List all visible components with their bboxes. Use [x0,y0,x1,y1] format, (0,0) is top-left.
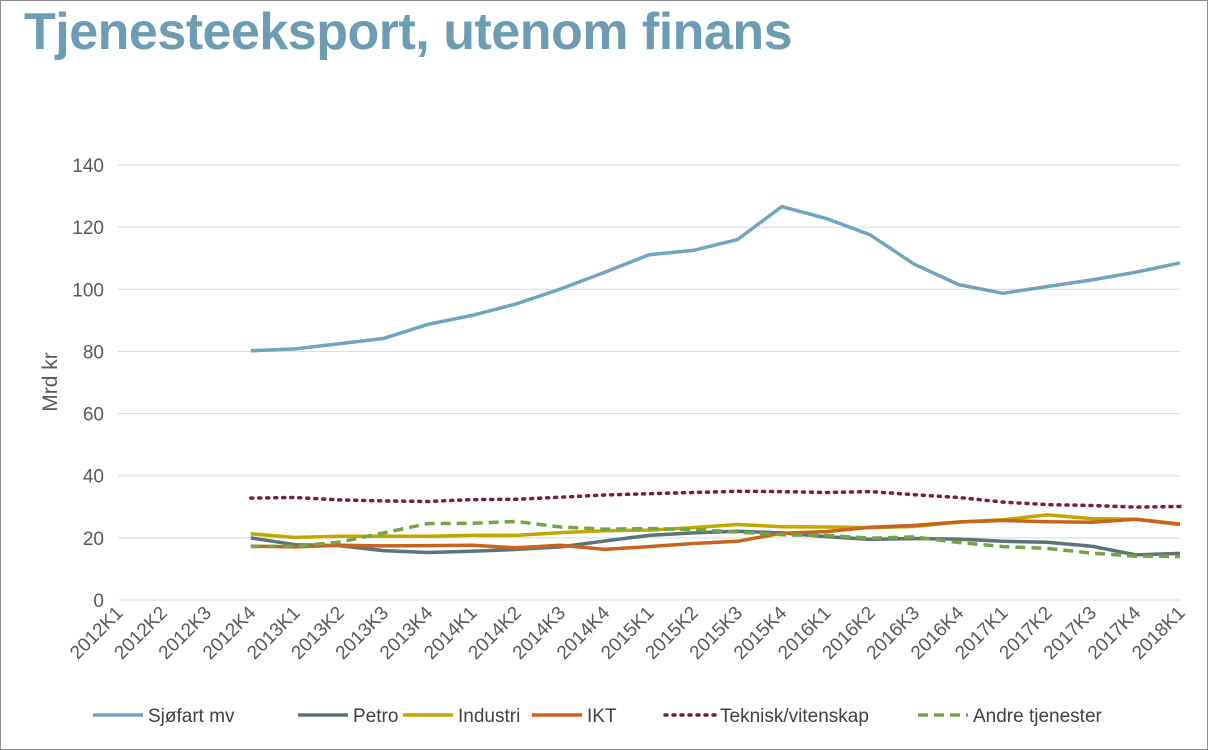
legend-label: Andre tjenester [973,706,1103,727]
legend: Sjøfart mv Petro Industri IKT Teknisk/vitens… [93,706,1103,727]
y-tick-label: 40 [83,467,104,488]
legend-label: IKT [587,706,617,727]
legend-label: Teknisk/vitenskap [720,706,869,727]
series-line-2 [250,513,1181,540]
y-tick-label: 120 [72,218,104,239]
y-axis-ticks: 0 20 40 60 80 100 120 140 [72,156,104,612]
series-line-5 [250,519,1181,559]
y-tick-label: 20 [83,529,104,550]
legend-label: Sjøfart mv [148,706,235,727]
y-tick-label: 140 [72,156,104,177]
y-tick-label: 0 [93,591,104,612]
y-tick-label: 80 [83,342,104,363]
legend-label: Industri [458,706,520,727]
chart-title: Tjenesteeksport, utenom finans [24,3,793,61]
y-tick-label: 100 [72,280,104,301]
series-lines [249,204,1182,559]
series-line-3 [250,517,1181,552]
legend-label: Petro [353,706,398,727]
x-axis-ticks: 2012K12012K22012K32012K42013K12013K22013… [66,602,1189,663]
series-line-0 [250,204,1181,353]
series-line-4 [249,489,1182,509]
y-axis-label: Mrd kr [39,352,62,412]
y-tick-label: 60 [83,405,104,426]
